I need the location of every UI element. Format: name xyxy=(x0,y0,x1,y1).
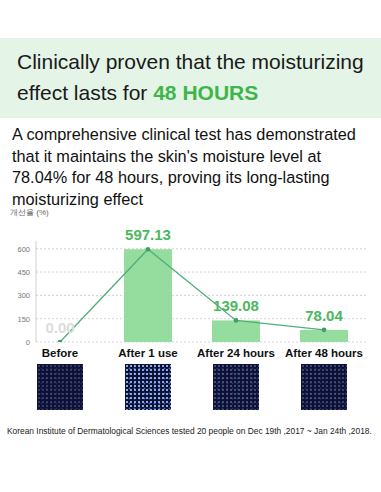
x-tick-label: Before xyxy=(42,347,78,359)
title: Clinically proven that the moisturizing … xyxy=(17,46,372,108)
title-highlight: 48 HOURS xyxy=(153,81,258,104)
trend-line xyxy=(60,249,324,342)
trend-point xyxy=(58,340,63,342)
data-label: 78.04 xyxy=(305,307,343,324)
trend-point xyxy=(322,328,327,333)
data-label: 139.08 xyxy=(213,297,259,314)
data-label: 0.00 xyxy=(45,319,74,336)
y-tick-label: 150 xyxy=(17,315,30,324)
trend-point xyxy=(146,247,151,252)
y-axis xyxy=(36,241,37,342)
bar xyxy=(212,320,260,342)
y-tick-label: 450 xyxy=(17,268,30,277)
grid-line xyxy=(36,295,368,296)
marks xyxy=(58,247,348,342)
source-note: Korean Institute of Dermatological Scien… xyxy=(7,426,379,436)
y-tick-label: 300 xyxy=(17,291,30,300)
skin-image xyxy=(301,364,347,410)
y-tick-label: 0 xyxy=(26,338,30,347)
grid-line xyxy=(36,272,368,273)
y-tick-label: 600 xyxy=(17,245,30,254)
grid-line xyxy=(36,248,368,249)
trend-point xyxy=(234,318,239,323)
data-label: 597.13 xyxy=(125,226,171,243)
x-tick-label: After 48 hours xyxy=(285,347,363,359)
skin-image xyxy=(213,364,259,410)
x-tick-label: After 24 hours xyxy=(197,347,275,359)
skin-image xyxy=(37,364,83,410)
x-tick-label: After 1 use xyxy=(118,347,177,359)
skin-image xyxy=(125,364,171,410)
chart: 개선율 (%) 0 150 300 450 600 0.00 597.13 139.08 78.0… xyxy=(0,0,381,492)
y-label: 개선율 (%) xyxy=(10,208,49,217)
subtitle: A comprehensive clinical test has demons… xyxy=(12,124,378,210)
